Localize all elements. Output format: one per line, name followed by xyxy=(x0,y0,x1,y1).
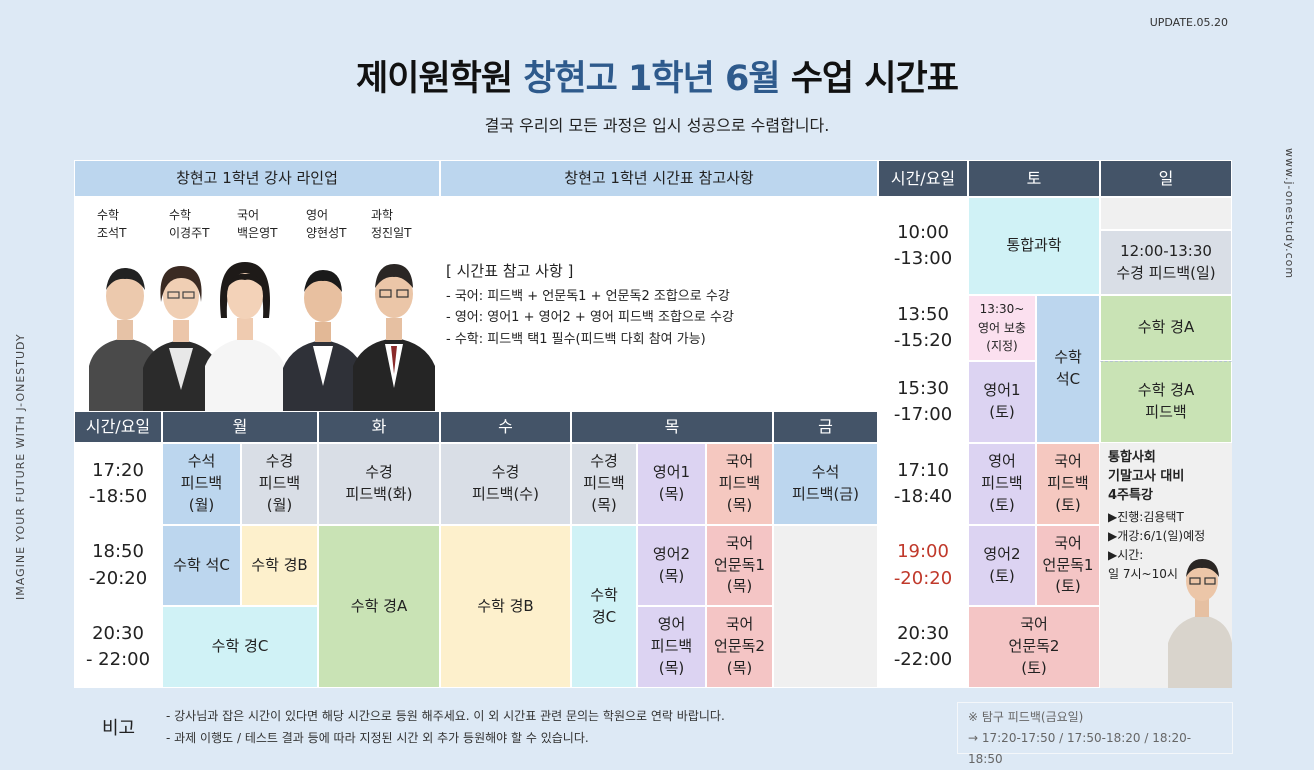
class-cell[interactable]: 수경 피드백(수) xyxy=(440,443,571,525)
special-details: ▶진행:김용택T ▶개강:6/1(일)예정 ▶시간: 일 7시~10시 xyxy=(1108,509,1206,582)
class-cell[interactable]: 수학 경C xyxy=(571,525,637,688)
notes-header: 창현고 1학년 시간표 참고사항 xyxy=(440,160,878,197)
special-title: 통합사회 기말고사 대비 4주특강 xyxy=(1108,450,1185,503)
empty-cell xyxy=(1100,197,1232,230)
header-thu: 목 xyxy=(571,411,773,443)
class-cell[interactable]: 수학 경C xyxy=(162,606,318,688)
teacher-photo-2 xyxy=(143,266,219,412)
notes-line: - 국어: 피드백 + 언문독1 + 언문독2 조합으로 수강 xyxy=(446,288,730,304)
class-cell[interactable]: 영어1 (목) xyxy=(637,443,706,525)
teacher-lineup: 수학 조석T 수학 이경주T 국어 백은영T 영어 양현성T 과학 정진일T xyxy=(74,197,440,412)
class-cell[interactable]: 영어 피드백 (토) xyxy=(968,443,1036,525)
title-academy: 제이원학원 xyxy=(356,59,513,99)
class-cell[interactable]: 12:00-13:30 수경 피드백(일) xyxy=(1100,230,1232,295)
weekday-time-header: 시간/요일 xyxy=(74,411,162,443)
title-suffix: 수업 시간표 xyxy=(790,59,959,99)
class-cell[interactable]: 수석 피드백(금) xyxy=(773,443,878,525)
class-cell[interactable]: 영어2 (토) xyxy=(968,525,1036,606)
special-course-box[interactable]: 통합사회 기말고사 대비 4주특강 ▶진행:김용택T ▶개강:6/1(일)예정 ▶시… xyxy=(1100,443,1232,688)
class-cell[interactable]: 수학 경A 피드백 xyxy=(1100,361,1232,443)
instructor-photo xyxy=(1168,559,1232,688)
empty-cell xyxy=(773,525,878,688)
time-slot: 19:00 -20:20 xyxy=(878,525,968,606)
page-title: 제이원학원 창현고 1학년 6월 수업 시간표 xyxy=(0,50,1314,101)
class-cell[interactable]: 수학 경B xyxy=(241,525,318,606)
notes-line: - 수학: 피드백 택1 필수(피드백 다회 참여 가능) xyxy=(446,331,706,347)
update-date: UPDATE.05.20 xyxy=(1149,16,1228,29)
class-cell[interactable]: 수학 석C xyxy=(162,525,241,606)
class-cell[interactable]: 영어1 (토) xyxy=(968,361,1036,443)
class-cell[interactable]: 수경 피드백 (월) xyxy=(241,443,318,525)
time-slot: 10:00 -13:00 xyxy=(878,197,968,295)
teacher-label: 수학 조석T xyxy=(97,208,127,240)
time-slot: 17:20 -18:50 xyxy=(74,443,162,525)
header-sun: 일 xyxy=(1100,160,1232,197)
time-slot: 18:50 -20:20 xyxy=(74,525,162,606)
teacher-photo-5 xyxy=(353,264,435,412)
notes-panel: [ 시간표 참고 사항 ] - 국어: 피드백 + 언문독1 + 언문독2 조합… xyxy=(440,197,878,411)
tamgu-feedback-box: ※ 탐구 피드백(금요일) → 17:20-17:50 / 17:50-18:2… xyxy=(957,702,1233,766)
class-cell[interactable]: 국어 피드백 (목) xyxy=(706,443,773,525)
class-cell[interactable]: 13:30~ 영어 보충 (지정) xyxy=(968,295,1036,361)
title-highlight: 창현고 1학년 6월 xyxy=(523,59,780,99)
notes-line: - 영어: 영어1 + 영어2 + 영어 피드백 조합으로 수강 xyxy=(446,310,734,326)
class-cell[interactable]: 수석 피드백 (월) xyxy=(162,443,241,525)
header-tue: 화 xyxy=(318,411,440,443)
teacher-label: 영어 양현성T xyxy=(306,208,347,240)
teacher-label: 국어 백은영T xyxy=(237,208,278,240)
class-cell[interactable]: 국어 언문독1 (목) xyxy=(706,525,773,606)
class-cell[interactable]: 통합과학 xyxy=(968,197,1100,295)
time-slot: 13:50 -15:20 xyxy=(878,295,968,361)
class-cell[interactable]: 국어 피드백 (토) xyxy=(1036,443,1100,525)
class-cell[interactable]: 국어 언문독1 (토) xyxy=(1036,525,1100,606)
page-subtitle: 결국 우리의 모든 과정은 입시 성공으로 수렴합니다. xyxy=(484,116,830,135)
class-cell[interactable]: 수경 피드백 (목) xyxy=(571,443,637,525)
class-cell[interactable]: 수학 경A xyxy=(318,525,440,688)
header-fri: 금 xyxy=(773,411,878,443)
teacher-label: 수학 이경주T xyxy=(169,208,210,240)
class-cell[interactable]: 수학 석C xyxy=(1036,295,1100,443)
class-cell[interactable]: 수경 피드백(화) xyxy=(318,443,440,525)
time-slot: 15:30 -17:00 xyxy=(878,361,968,443)
website-vertical[interactable]: www.j-onestudy.com xyxy=(1283,148,1296,280)
class-cell[interactable]: 영어 피드백 (목) xyxy=(637,606,706,688)
teacher-photo-3 xyxy=(205,262,285,412)
class-cell[interactable]: 국어 언문독2 (목) xyxy=(706,606,773,688)
header-mon: 월 xyxy=(162,411,318,443)
teacher-label: 과학 정진일T xyxy=(371,208,412,240)
class-cell[interactable]: 수학 경B xyxy=(440,525,571,688)
time-slot: 20:30 -22:00 xyxy=(878,606,968,688)
time-slot: 20:30- 22:00 xyxy=(74,606,162,688)
remarks-text: - 강사님과 잡은 시간이 있다면 해당 시간으로 등원 해주세요. 이 외 시… xyxy=(166,709,725,745)
teacher-photo-4 xyxy=(283,270,363,412)
class-cell[interactable]: 영어2 (목) xyxy=(637,525,706,606)
remarks-label: 비고 xyxy=(102,718,136,739)
remarks-section: 비고 - 강사님과 잡은 시간이 있다면 해당 시간으로 등원 해주세요. 이 … xyxy=(74,688,1233,766)
weekend-time-header: 시간/요일 xyxy=(878,160,968,197)
notes-title: [ 시간표 참고 사항 ] xyxy=(446,262,574,280)
header-sat: 토 xyxy=(968,160,1100,197)
header-wed: 수 xyxy=(440,411,571,443)
teacher-photo-1 xyxy=(89,268,161,412)
time-slot: 17:10 -18:40 xyxy=(878,443,968,525)
lineup-header: 창현고 1학년 강사 라인업 xyxy=(74,160,440,197)
class-cell[interactable]: 국어 언문독2 (토) xyxy=(968,606,1100,688)
class-cell[interactable]: 수학 경A xyxy=(1100,295,1232,361)
slogan-vertical: IMAGINE YOUR FUTURE WITH J-ONESTUDY xyxy=(14,333,27,600)
